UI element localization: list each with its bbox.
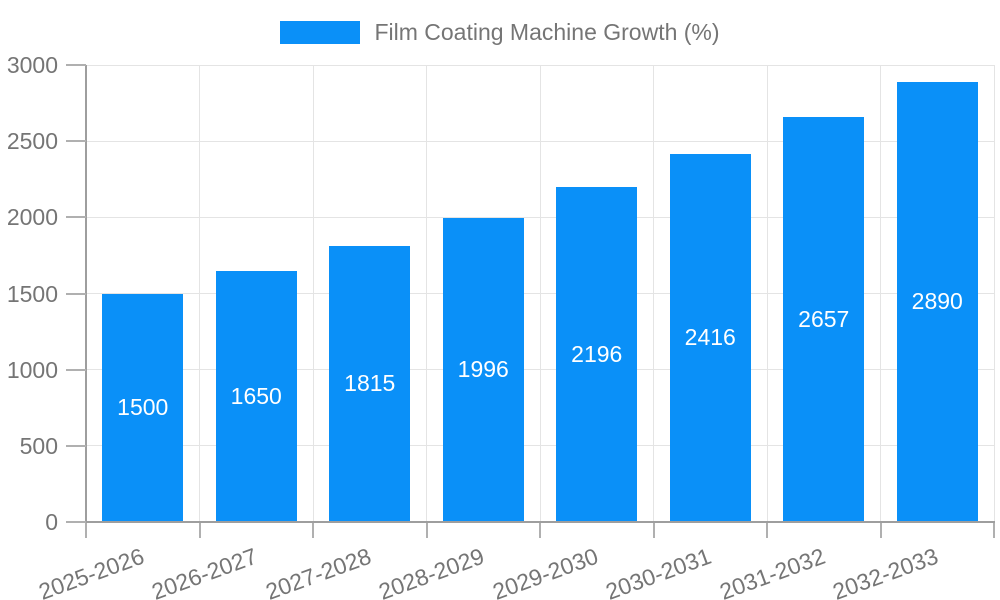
v-gridline [766, 65, 768, 522]
bar-2026-2027[interactable]: 1650 [215, 270, 297, 522]
bar-2028-2029[interactable]: 1996 [442, 217, 524, 522]
y-axis-tick-label: 2500 [6, 128, 58, 155]
legend[interactable]: Film Coating Machine Growth (%) [0, 17, 1000, 47]
bar-value-label: 2416 [684, 324, 736, 351]
v-gridline [539, 65, 541, 522]
y-tick [66, 292, 86, 295]
x-tick [652, 523, 655, 538]
bar-value-label: 1650 [230, 382, 282, 409]
bar-value-label: 1996 [457, 356, 509, 383]
y-axis-tick-label: 0 [45, 509, 58, 535]
x-tick [879, 523, 882, 538]
bar-2031-2032[interactable]: 2657 [783, 117, 865, 522]
bar-2032-2033[interactable]: 2890 [896, 81, 978, 522]
v-gridline [312, 65, 314, 522]
y-tick [66, 140, 86, 143]
y-tick [66, 521, 86, 523]
y-tick [66, 444, 86, 447]
y-axis-tick-label: 1500 [6, 280, 58, 307]
v-gridline [880, 65, 881, 522]
y-axis-tick-label: 3000 [6, 52, 58, 78]
bar-value-label: 2657 [798, 306, 850, 333]
bar-value-label: 2196 [571, 341, 623, 368]
x-tick [766, 523, 768, 538]
bar-value-label: 1815 [344, 370, 396, 397]
v-gridline [653, 65, 654, 522]
x-tick [425, 523, 428, 538]
x-tick [993, 523, 995, 538]
v-gridline [199, 65, 200, 522]
y-axis-tick-label: 1000 [6, 356, 58, 383]
y-tick [66, 64, 86, 66]
y-axis-line [85, 65, 87, 538]
v-gridline [426, 65, 427, 522]
v-gridline [993, 65, 995, 522]
legend-label: Film Coating Machine Growth (%) [374, 19, 720, 45]
x-axis-line [85, 521, 995, 523]
legend-swatch [280, 20, 361, 44]
y-axis-tick-label: 2000 [6, 204, 58, 231]
y-tick [66, 216, 86, 219]
x-tick [198, 523, 201, 538]
bar-2025-2026[interactable]: 1500 [102, 293, 184, 522]
bar-2030-2031[interactable]: 2416 [669, 153, 751, 522]
bar-value-label: 2890 [911, 288, 963, 315]
x-tick [539, 523, 541, 538]
bar-2027-2028[interactable]: 1815 [329, 245, 411, 522]
bar-value-label: 1500 [117, 394, 169, 421]
x-tick [312, 523, 314, 538]
y-axis-tick-label: 500 [19, 432, 58, 459]
bar-2029-2030[interactable]: 2196 [556, 187, 638, 522]
y-tick [66, 368, 86, 371]
x-tick [85, 523, 87, 538]
